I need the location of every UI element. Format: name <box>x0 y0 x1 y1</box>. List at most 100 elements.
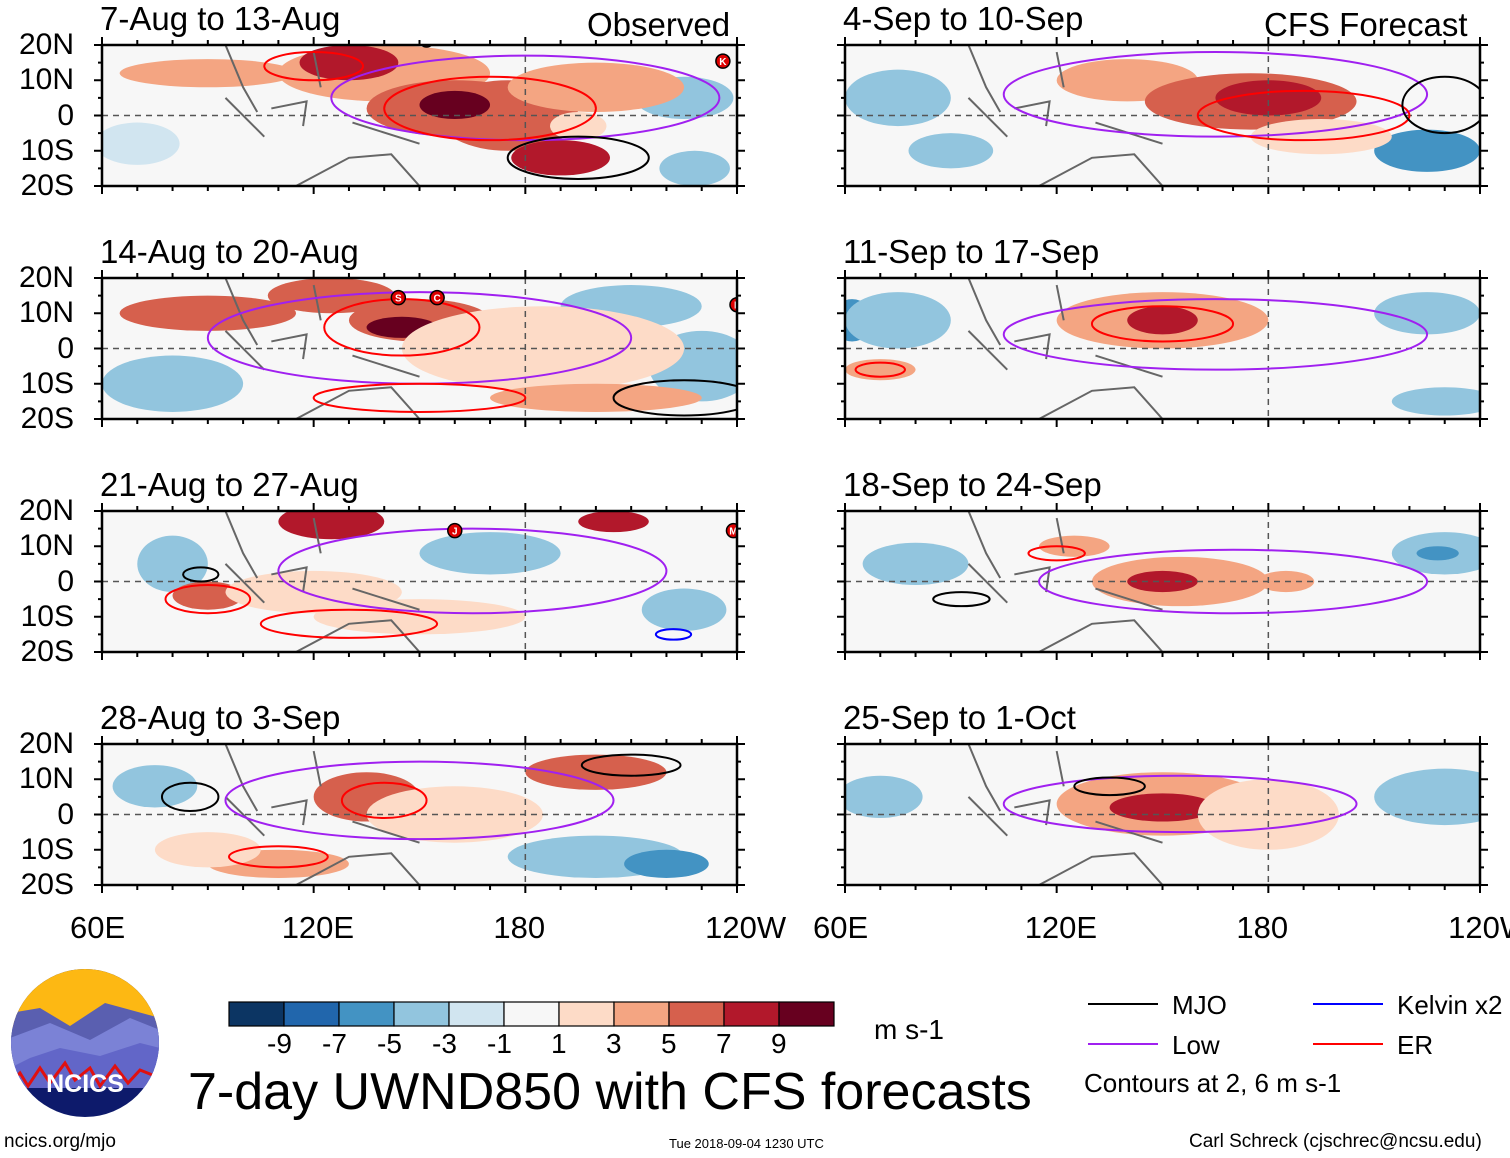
contour-line <box>854 361 906 378</box>
lon-tick-label: 60E <box>70 910 126 945</box>
anomaly-region <box>624 849 709 878</box>
colorbar-tick: 5 <box>661 1028 677 1059</box>
anomaly-region <box>1250 119 1392 155</box>
anomaly-region <box>490 383 702 412</box>
source-link[interactable]: ncics.org/mjo <box>4 1131 116 1152</box>
contour-note: Contours at 2, 6 m s-1 <box>1084 1068 1342 1098</box>
lon-tick-label: 180 <box>493 910 546 945</box>
contour-line <box>277 527 668 615</box>
contour-line <box>259 608 439 639</box>
lat-tick-label: 20N <box>18 727 74 760</box>
colorbar-swatch <box>228 1001 285 1027</box>
colorbar-units: m s-1 <box>874 1014 944 1045</box>
lat-tick-label: 10S <box>20 832 74 866</box>
storm-label: J <box>452 527 458 538</box>
colorbar-swatch <box>723 1001 780 1027</box>
panel-title: 18-Sep to 24-Sep <box>843 466 1102 503</box>
legend-label: Low <box>1172 1030 1220 1060</box>
storm-marker[interactable]: K <box>715 53 731 69</box>
anomaly-region <box>137 535 208 593</box>
anomaly-region <box>1391 387 1480 416</box>
panel-title: 28-Aug to 3-Sep <box>100 699 341 736</box>
anomaly-region <box>278 511 385 540</box>
colorbar-swatch <box>503 1001 560 1027</box>
timestamp: Tue 2018-09-04 1230 UTC <box>669 1136 824 1151</box>
anomaly-region <box>1127 570 1198 593</box>
anomaly-region <box>1374 292 1480 335</box>
lat-tick-label: 20S <box>20 868 74 901</box>
lat-tick-label: 0 <box>57 797 74 831</box>
storm-marker[interactable]: C <box>429 289 445 306</box>
contour-line <box>1027 545 1086 562</box>
colorbar-tick: -9 <box>267 1028 292 1059</box>
contour-line <box>160 781 220 812</box>
anomaly-region <box>1127 306 1198 335</box>
contour-line <box>1090 305 1235 343</box>
storm-marker[interactable]: J <box>447 522 463 539</box>
contour-line <box>164 584 252 615</box>
panel-title: 14-Aug to 20-Aug <box>100 233 359 270</box>
colorbar-swatch <box>668 1001 725 1027</box>
lon-tick-label: 120W <box>705 910 787 945</box>
lat-tick-label: 20N <box>18 28 74 61</box>
anomaly-region <box>578 511 649 533</box>
anomaly-region <box>1374 768 1480 826</box>
legend-label: Kelvin x2 <box>1397 990 1503 1020</box>
column-label-observed: Observed <box>587 6 731 43</box>
anomaly-region <box>1374 129 1480 172</box>
anomaly-region <box>119 295 297 331</box>
storm-marker[interactable]: L <box>729 296 744 313</box>
storm-label: C <box>434 294 441 305</box>
storm-marker[interactable]: M <box>725 522 740 539</box>
coastline <box>967 744 1164 885</box>
colorbar-tick: 7 <box>716 1028 732 1059</box>
map-panel: LK <box>94 37 745 194</box>
anomaly-region <box>299 45 399 81</box>
anomaly-region <box>419 90 491 120</box>
contour-line <box>1002 298 1429 371</box>
ncics-logo[interactable]: NCICS <box>10 968 160 1118</box>
contour-line <box>383 75 597 142</box>
anomaly-region <box>154 832 261 868</box>
anomaly-region <box>419 532 561 575</box>
lon-tick-label: 120W <box>1448 910 1510 945</box>
map-panel <box>837 503 1488 660</box>
colorbar-swatch <box>448 1001 505 1027</box>
map-panels: LK S C L J M <box>94 37 1488 893</box>
lat-tick-label: 10S <box>20 599 74 633</box>
contour-line <box>330 54 721 142</box>
figure-title: 7-day UWND850 with CFS forecasts <box>188 1063 1032 1121</box>
anomaly-region <box>1416 546 1459 561</box>
lat-tick-label: 20S <box>20 635 74 668</box>
contour-line <box>340 781 428 820</box>
legend-line-er <box>1313 1043 1383 1045</box>
panel-title: 4-Sep to 10-Sep <box>843 0 1084 37</box>
contour-line <box>654 628 693 641</box>
contour-line <box>1196 89 1411 142</box>
colorbar-tick: 1 <box>551 1028 567 1059</box>
storm-label: S <box>395 294 402 305</box>
legend-line-kelvin-x2 <box>1313 1003 1383 1005</box>
anomaly-region <box>172 581 244 610</box>
map-panel <box>837 37 1488 194</box>
contour-line <box>182 566 220 583</box>
anomaly-region <box>908 133 994 169</box>
legend-label: ER <box>1397 1030 1434 1060</box>
anomaly-region <box>102 355 244 412</box>
anomaly-region <box>1039 535 1110 557</box>
contour-line <box>228 845 329 869</box>
anomaly-region <box>511 140 610 176</box>
colorbar-tick: 9 <box>771 1028 787 1059</box>
anomaly-region <box>119 59 297 88</box>
colorbar-swatch <box>558 1001 615 1027</box>
lon-tick-label: 60E <box>813 910 869 945</box>
anomaly-region <box>845 292 951 349</box>
lat-tick-label: 0 <box>57 564 74 598</box>
anomaly-region <box>845 775 923 819</box>
storm-marker[interactable]: S <box>390 289 407 306</box>
anomaly-region <box>641 588 727 631</box>
panel-title: 21-Aug to 27-Aug <box>100 466 359 503</box>
map-panel <box>837 736 1488 893</box>
storm-label: M <box>729 527 737 538</box>
coastline <box>967 511 1164 652</box>
